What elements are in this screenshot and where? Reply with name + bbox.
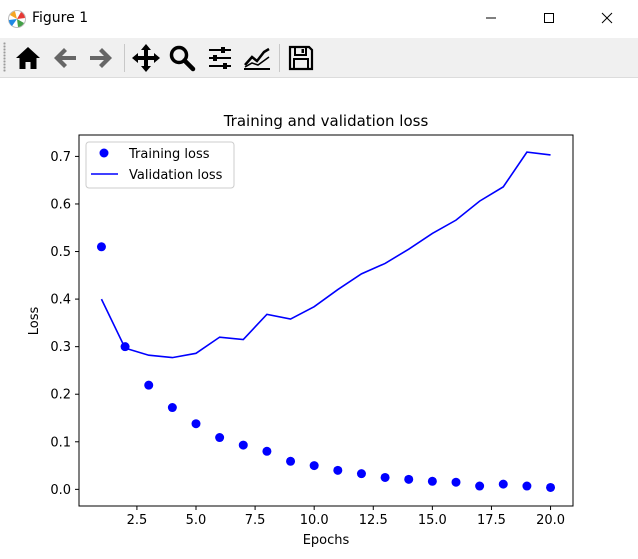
- toolbar-separator: [279, 44, 280, 72]
- y-axis-label: Loss: [27, 307, 42, 336]
- x-tick-label: 2.5: [127, 513, 148, 528]
- chart-title: Training and validation loss: [223, 112, 429, 130]
- figure-canvas[interactable]: Training and validation loss 2.5 5.0 7.5 10…: [0, 78, 638, 555]
- pan-icon: [132, 44, 160, 72]
- training-loss-point: [380, 472, 390, 482]
- plot-area: [78, 134, 574, 507]
- maximize-button[interactable]: [526, 0, 572, 36]
- y-tick-label: 0.4: [50, 293, 71, 308]
- training-loss-point: [475, 481, 485, 491]
- x-axis-label: Epochs: [303, 533, 350, 548]
- training-loss-point: [309, 461, 319, 471]
- x-tick-label: 20.0: [536, 513, 565, 528]
- navigation-toolbar: [0, 38, 638, 78]
- toolbar-grip: [3, 42, 6, 72]
- training-loss-point: [262, 446, 272, 456]
- training-loss-point: [356, 469, 366, 479]
- loss-chart: Training and validation loss 2.5 5.0 7.5 10…: [27, 112, 574, 548]
- training-loss-point: [498, 479, 508, 489]
- back-arrow-icon: [54, 48, 76, 68]
- home-button[interactable]: [11, 41, 45, 75]
- training-loss-point: [215, 433, 225, 443]
- training-loss-point: [546, 482, 556, 492]
- series-layer: [96, 151, 556, 492]
- x-tick-label: 10.0: [300, 513, 329, 528]
- x-axis-ticks: 2.5 5.0 7.5 10.0 12.5 15.0 17.5 20.0: [127, 506, 565, 528]
- y-tick-label: 0.0: [50, 483, 71, 498]
- minimize-button[interactable]: [468, 0, 514, 36]
- y-tick-label: 0.2: [50, 388, 71, 403]
- close-icon: [601, 12, 613, 24]
- zoom-button[interactable]: [165, 41, 199, 75]
- y-axis-ticks: 0.0 0.1 0.2 0.3 0.4 0.5 0.6 0.7: [50, 150, 79, 498]
- y-tick-label: 0.5: [50, 245, 71, 260]
- zoom-icon: [169, 45, 196, 72]
- edit-axis-icon: [244, 47, 270, 70]
- y-tick-label: 0.3: [50, 340, 71, 355]
- validation-loss-line: [100, 151, 551, 359]
- save-icon: [288, 45, 314, 71]
- legend-marker-training: [99, 148, 109, 158]
- x-tick-label: 15.0: [418, 513, 447, 528]
- training-loss-point: [167, 403, 177, 413]
- edit-axis-button[interactable]: [240, 41, 274, 75]
- training-loss-point: [96, 242, 106, 252]
- matplotlib-app-icon: [8, 10, 26, 28]
- legend-label-training: Training loss: [128, 147, 210, 162]
- training-loss-point: [333, 465, 343, 475]
- legend-label-validation: Validation loss: [129, 168, 223, 183]
- x-tick-label: 17.5: [477, 513, 506, 528]
- close-button[interactable]: [584, 0, 630, 36]
- training-loss-point: [191, 419, 201, 429]
- y-tick-label: 0.7: [50, 150, 71, 165]
- pan-button[interactable]: [129, 41, 163, 75]
- training-loss-point: [238, 440, 248, 450]
- legend-box: [85, 141, 235, 189]
- back-button[interactable]: [48, 41, 82, 75]
- subplots-config-icon: [209, 47, 231, 69]
- title-bar: Figure 1: [0, 0, 638, 38]
- save-button[interactable]: [284, 41, 318, 75]
- legend: Training loss Validation loss: [85, 141, 235, 189]
- forward-arrow-icon: [90, 48, 112, 68]
- training-loss-point: [451, 477, 461, 487]
- training-loss-point: [144, 380, 154, 390]
- training-loss-point: [427, 476, 437, 486]
- home-icon: [16, 47, 40, 69]
- x-tick-label: 5.0: [186, 513, 207, 528]
- toolbar-separator: [124, 44, 125, 72]
- x-tick-label: 7.5: [245, 513, 266, 528]
- training-loss-point: [286, 456, 296, 466]
- subplots-config-button[interactable]: [203, 41, 237, 75]
- x-tick-label: 12.5: [359, 513, 388, 528]
- y-tick-label: 0.6: [50, 197, 71, 212]
- training-loss-point: [404, 474, 414, 484]
- training-loss-point: [522, 481, 532, 491]
- maximize-icon: [544, 13, 554, 23]
- y-tick-label: 0.1: [50, 435, 71, 450]
- minimize-icon: [486, 17, 496, 19]
- window-title: Figure 1: [32, 10, 89, 26]
- forward-button[interactable]: [84, 41, 118, 75]
